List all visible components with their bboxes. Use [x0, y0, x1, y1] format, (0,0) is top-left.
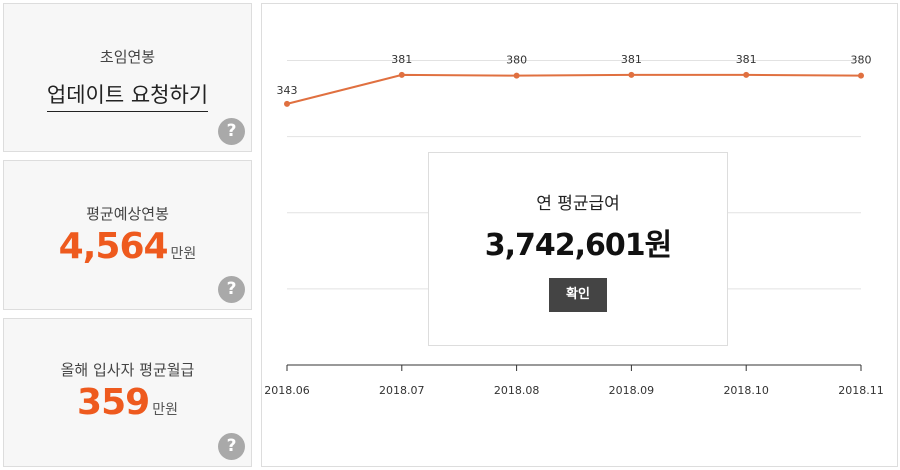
x-tick-label: 2018.08 [494, 384, 540, 397]
point [858, 72, 864, 79]
point [743, 71, 750, 78]
value-label: 381 [736, 53, 757, 66]
point [513, 72, 520, 79]
value-label: 380 [851, 54, 872, 67]
chart-panel [261, 3, 898, 467]
card-label: 초임연봉 [99, 48, 156, 66]
card-label: 올해 입사자 평균월급 [60, 361, 195, 379]
help-icon[interactable]: ? [218, 433, 245, 460]
value-label: 380 [506, 54, 527, 67]
value-label: 343 [277, 84, 298, 97]
x-tick-label: 2018.07 [379, 384, 425, 397]
x-tick-label: 2018.11 [838, 384, 884, 397]
card-unit: 만원 [170, 246, 197, 262]
point [398, 71, 405, 78]
line [286, 73, 862, 105]
point [628, 71, 635, 78]
monthly-salary-card: 올해 입사자 평균월급 359 만원 ? [3, 318, 252, 467]
popup-amount: 3,742,601원 [484, 228, 673, 263]
value-label: 381 [621, 53, 642, 66]
average-salary-card: 평균예상연봉 4,564 만원 ? [3, 160, 252, 310]
card-value: 359 [77, 382, 150, 423]
popup: 연 평균급여 3,742,601원 확인 [428, 152, 728, 346]
help-icon[interactable]: ? [218, 118, 245, 145]
popup-title: 연 평균급여 [536, 194, 620, 214]
update-request-link[interactable]: 업데이트 요청하기 [46, 79, 209, 112]
x-tick-label: 2018.06 [264, 384, 310, 397]
card-value: 4,564 [58, 226, 169, 267]
confirm-button[interactable]: 확인 [549, 278, 607, 312]
help-icon[interactable]: ? [218, 276, 245, 303]
starting-salary-card: 초임연봉 업데이트 요청하기 ? [3, 3, 252, 152]
point [284, 100, 290, 107]
x-tick-label: 2018.10 [723, 384, 769, 397]
value-label: 381 [391, 53, 412, 66]
card-label: 평균예상연봉 [86, 205, 169, 223]
x-tick-label: 2018.09 [609, 384, 655, 397]
card-unit: 만원 [152, 402, 178, 418]
